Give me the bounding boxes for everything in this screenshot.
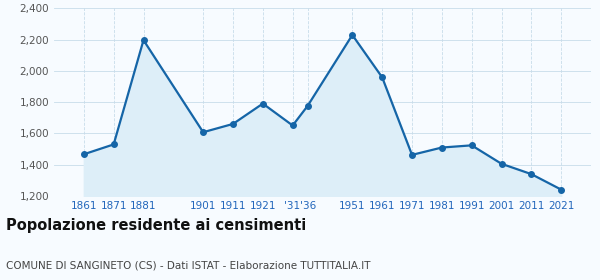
Point [467,143,476,148]
Point [527,172,536,176]
Point [407,153,417,157]
Point [109,142,118,147]
Point [497,162,506,166]
Text: COMUNE DI SANGINETO (CS) - Dati ISTAT - Elaborazione TUTTITALIA.IT: COMUNE DI SANGINETO (CS) - Dati ISTAT - … [6,260,371,270]
Point [228,122,238,126]
Point [288,123,298,128]
Point [258,101,268,106]
Point [556,187,566,192]
Point [377,75,387,80]
Point [199,130,208,134]
Point [347,33,357,37]
Point [79,152,89,157]
Text: Popolazione residente ai censimenti: Popolazione residente ai censimenti [6,218,306,234]
Point [437,145,446,150]
Point [303,104,313,108]
Point [139,38,148,42]
